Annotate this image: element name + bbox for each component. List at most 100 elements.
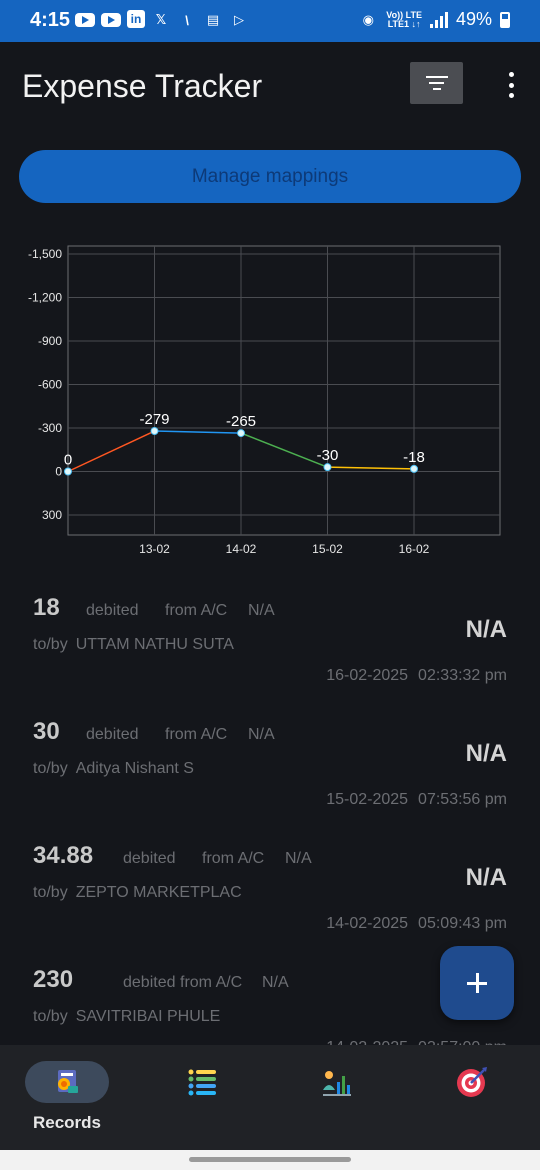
record-amount: 30 bbox=[33, 718, 60, 745]
data-point bbox=[237, 429, 245, 438]
record-type: debited bbox=[86, 602, 139, 619]
series-segment bbox=[67, 430, 155, 473]
record-to: to/by ZEPTO MARKETPLAC bbox=[33, 884, 242, 902]
data-label: -279 bbox=[139, 411, 169, 428]
x-tick-label: 13-02 bbox=[139, 542, 170, 556]
battery-icon bbox=[500, 11, 510, 28]
y-tick-label: 300 bbox=[42, 508, 62, 522]
y-tick-label: -300 bbox=[38, 421, 62, 435]
notification-icons: in 𝕏 \ ▤ ▷ bbox=[75, 10, 249, 30]
nav-label-records: Records bbox=[32, 1113, 102, 1132]
record-date: 14-02-2025 bbox=[326, 1039, 408, 1045]
youtube-icon bbox=[75, 13, 95, 27]
series-segment bbox=[240, 432, 328, 468]
record-item[interactable]: 30 debited from A/C N/A to/by Aditya Nishant … bbox=[0, 704, 540, 828]
data-point bbox=[150, 427, 159, 436]
gesture-handle[interactable] bbox=[189, 1157, 351, 1162]
records-list: 18 debited from A/C N/A to/by UTTAM NATHU SUT… bbox=[0, 580, 540, 1045]
record-to-label: to/by bbox=[33, 884, 68, 901]
chart-points bbox=[64, 427, 418, 476]
nav-item-list[interactable] bbox=[160, 1045, 244, 1150]
record-amount: 18 bbox=[33, 594, 60, 621]
x-tick-label: 16-02 bbox=[399, 542, 430, 556]
youtube-icon bbox=[101, 13, 121, 27]
x-axis-ticks: 13-02 14-02 15-02 16-02 bbox=[139, 542, 430, 556]
record-account: N/A bbox=[465, 864, 507, 891]
record-date: 15-02-2025 bbox=[326, 791, 409, 808]
chart-point-labels: 0 -279 -265 -30 -18 bbox=[64, 411, 425, 468]
data-label: -18 bbox=[403, 449, 425, 466]
data-point bbox=[410, 464, 418, 473]
record-item[interactable]: 34.88 debited from A/C N/A to/by ZEPTO MARKET… bbox=[0, 828, 540, 952]
hotspot-icon: ◉ bbox=[362, 11, 374, 27]
record-from-value: N/A bbox=[248, 726, 275, 743]
data-point bbox=[323, 463, 332, 472]
record-time: 05:09:43 pm bbox=[418, 915, 507, 932]
record-to-label: to/by bbox=[33, 1008, 68, 1025]
record-timestamp: 14-02-2025 05:09:43 pm bbox=[326, 915, 507, 933]
data-label: -265 bbox=[226, 413, 256, 430]
play-store-icon: ▷ bbox=[234, 12, 244, 27]
chart-grid bbox=[67, 245, 501, 536]
app-bar: Expense Tracker bbox=[0, 42, 540, 132]
record-time: 02:33:32 pm bbox=[418, 667, 507, 684]
nav-item-records[interactable]: Records bbox=[25, 1045, 109, 1150]
more-options-button[interactable] bbox=[500, 72, 522, 98]
list-icon bbox=[188, 1069, 216, 1096]
filter-icon bbox=[425, 76, 448, 78]
record-item[interactable]: 18 debited from A/C N/A to/by UTTAM NATHU SUT… bbox=[0, 580, 540, 704]
record-to-value: UTTAM NATHU SUTA bbox=[75, 636, 234, 653]
records-icon bbox=[58, 1070, 78, 1093]
x-icon: 𝕏 bbox=[155, 12, 167, 27]
record-from-label: from A/C bbox=[180, 974, 243, 991]
signal-icon bbox=[429, 11, 448, 28]
chart-lines bbox=[67, 430, 415, 473]
record-to-value: ZEPTO MARKETPLAC bbox=[75, 884, 242, 901]
linkedin-icon: in bbox=[127, 10, 145, 28]
status-bar: 4:15 in 𝕏 \ ▤ ▷ ◉ Vo)) LTE LTE1 ↓↑ 49% bbox=[0, 0, 540, 42]
record-date: 14-02-2025 bbox=[326, 915, 409, 932]
nav-pill bbox=[25, 1061, 109, 1103]
record-from-value: N/A bbox=[285, 850, 312, 867]
nav-item-analytics[interactable] bbox=[295, 1045, 379, 1150]
record-timestamp: 14-02-2025 03:57:00 pm bbox=[326, 1039, 507, 1045]
filter-button[interactable] bbox=[410, 62, 463, 104]
y-tick-label: 0 bbox=[55, 465, 62, 479]
data-label: -30 bbox=[317, 447, 339, 464]
record-time: 03:57:00 pm bbox=[418, 1039, 507, 1045]
nav-item-goals[interactable] bbox=[430, 1045, 514, 1150]
record-from-value: N/A bbox=[262, 974, 289, 991]
record-to: to/by UTTAM NATHU SUTA bbox=[33, 636, 234, 654]
y-tick-label: -1,200 bbox=[28, 291, 62, 305]
status-time: 4:15 bbox=[30, 9, 71, 31]
record-from-label: from A/C bbox=[202, 850, 265, 867]
add-record-button[interactable] bbox=[440, 946, 514, 1020]
record-from-label: from A/C bbox=[165, 602, 228, 619]
network-type: Vo)) LTE LTE1 ↓↑ bbox=[386, 9, 422, 29]
record-item[interactable]: 230 debited from A/C N/A to/by SAVITRIBAI PHU… bbox=[0, 952, 540, 1045]
record-to-value: SAVITRIBAI PHULE bbox=[75, 1008, 221, 1025]
record-to-value: Aditya Nishant S bbox=[75, 760, 194, 777]
record-timestamp: 15-02-2025 07:53:56 pm bbox=[326, 791, 507, 809]
data-point bbox=[64, 467, 72, 476]
y-tick-label: -1,500 bbox=[28, 247, 62, 261]
record-time: 07:53:56 pm bbox=[418, 791, 507, 808]
record-amount: 34.88 bbox=[33, 842, 94, 869]
status-right: ◉ Vo)) LTE LTE1 ↓↑ 49% bbox=[358, 9, 510, 30]
series-segment bbox=[154, 430, 242, 434]
record-amount: 230 bbox=[33, 966, 74, 993]
data-label: 0 bbox=[64, 452, 72, 469]
record-date: 16-02-2025 bbox=[326, 667, 409, 684]
slash-app-icon: \ bbox=[185, 12, 189, 28]
gesture-bar bbox=[0, 1150, 540, 1170]
record-to-label: to/by bbox=[33, 760, 68, 777]
analytics-icon bbox=[323, 1071, 351, 1096]
bottom-navigation: Records bbox=[0, 1045, 540, 1150]
page-title: Expense Tracker bbox=[22, 68, 263, 104]
manage-mappings-button[interactable]: Manage mappings bbox=[19, 150, 521, 203]
y-axis-ticks: -1,500 -1,200 -900 -600 -300 0 300 bbox=[28, 247, 62, 522]
x-tick-label: 15-02 bbox=[312, 542, 343, 556]
record-type: debited bbox=[123, 974, 176, 991]
news-icon: ▤ bbox=[206, 12, 220, 27]
